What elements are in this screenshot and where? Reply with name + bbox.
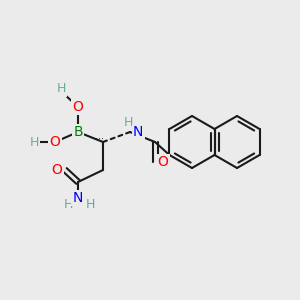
Text: O: O	[50, 135, 60, 149]
Text: B: B	[73, 125, 83, 139]
Text: H: H	[64, 197, 73, 211]
Text: O: O	[73, 100, 83, 114]
Text: H: H	[29, 136, 39, 148]
Text: H: H	[86, 197, 95, 211]
Text: H: H	[123, 116, 133, 128]
Text: N: N	[133, 125, 143, 139]
Text: O: O	[158, 155, 168, 169]
Text: O: O	[52, 163, 62, 177]
Text: ···: ···	[95, 134, 104, 144]
Text: H: H	[56, 82, 66, 95]
Text: N: N	[73, 191, 83, 205]
